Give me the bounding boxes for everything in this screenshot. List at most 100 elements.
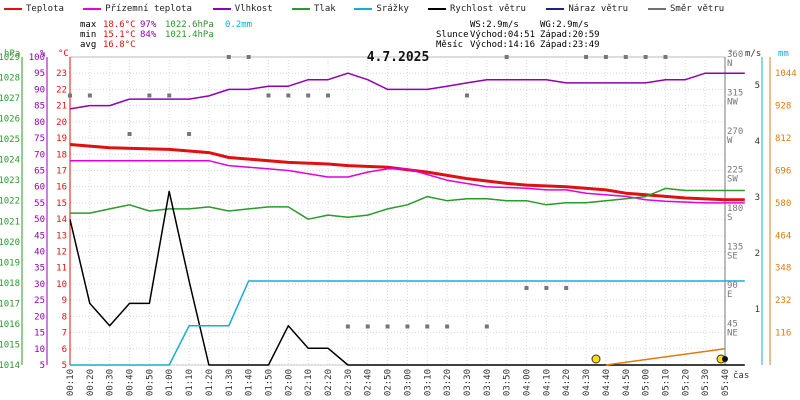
tick-label-x: 04:40 <box>602 369 612 396</box>
stat-min-press: 1021.4hPa <box>165 30 214 40</box>
tick-label-x: 00:10 <box>66 369 76 396</box>
weather-chart: hPa% °C ° m/s mmčas1014101510161017101810191… <box>0 0 800 400</box>
wind-dir-point <box>525 286 529 290</box>
series-line-rychlost-v-tru <box>70 191 745 365</box>
tick-label-ms: 4 <box>755 137 760 147</box>
tick-label-mm: 696 <box>775 166 791 176</box>
marker-dot <box>722 356 728 362</box>
stat-avg-label: avg <box>80 40 96 50</box>
sun-label: Slunce <box>436 30 469 40</box>
tick-label-x: 02:50 <box>384 369 394 396</box>
tick-label-temp: 9 <box>62 296 67 306</box>
tick-label-x: 03:00 <box>403 369 413 396</box>
legend-swatch <box>354 8 372 10</box>
legend-label: Srážky <box>376 4 409 14</box>
stat-avg-temp: 16.8°C <box>103 40 136 50</box>
tick-label-mm: 1044 <box>775 69 797 79</box>
legend-swatch <box>213 8 231 10</box>
series-line-teplota <box>70 145 745 200</box>
tick-label-x: 04:30 <box>582 369 592 396</box>
wind-dir-point <box>544 286 548 290</box>
tick-label-hpa: 1023 <box>0 176 20 186</box>
tick-label-hpa: 1019 <box>0 258 20 268</box>
wind-dir-point <box>485 325 489 329</box>
tick-label-hpa: 1022 <box>0 197 20 207</box>
wind-dir-point <box>68 94 72 98</box>
stat-max-temp: 18.6°C <box>103 20 136 30</box>
tick-label-pct: 15 <box>34 329 45 339</box>
tick-label-temp: 19 <box>56 134 67 144</box>
tick-label-pct: 10 <box>34 345 45 355</box>
wind-dir-point <box>663 55 667 59</box>
tick-label-x: 05:00 <box>642 369 652 396</box>
legend-swatch <box>546 8 564 10</box>
tick-label-pct: 5 <box>40 361 45 371</box>
wind-dir-point <box>88 94 92 98</box>
tick-label-pct: 85 <box>34 102 45 112</box>
tick-label-hpa: 1024 <box>0 156 20 166</box>
tick-label-ms: 2 <box>755 249 760 259</box>
tick-label-pct: 80 <box>34 118 45 128</box>
tick-label-x: 02:30 <box>344 369 354 396</box>
wind-dir-point <box>286 94 290 98</box>
tick-label-temp: 6 <box>62 345 67 355</box>
wind-speed-info: WS:2.9m/s <box>470 20 519 30</box>
legend-swatch <box>648 8 666 10</box>
tick-label-ms: 5 <box>755 81 760 91</box>
tick-label-x: 01:20 <box>205 369 215 396</box>
tick-label-temp: 18 <box>56 150 67 160</box>
tick-label-hpa: 1021 <box>0 217 20 227</box>
tick-label-temp: 11 <box>56 264 67 274</box>
tick-label-temp: 16 <box>56 183 67 193</box>
tick-label-pct: 45 <box>34 231 45 241</box>
wind-dir-point <box>326 94 330 98</box>
tick-label-temp: 8 <box>62 312 67 322</box>
legend-swatch <box>4 8 22 10</box>
tick-label-dir-name: E <box>727 290 732 300</box>
tick-label-x: 00:40 <box>126 369 136 396</box>
tick-label-pct: 90 <box>34 85 45 95</box>
stat-max-hum: 97% <box>140 20 156 30</box>
tick-label-temp: 15 <box>56 199 67 209</box>
tick-label-pct: 50 <box>34 215 45 225</box>
stat-min-temp: 15.1°C <box>103 30 136 40</box>
legend-label: Tlak <box>314 4 336 14</box>
marker-sun <box>592 355 600 363</box>
tick-label-dir-name: SW <box>727 175 738 185</box>
tick-label-hpa: 1029 <box>0 53 20 63</box>
wind-dir-point <box>346 325 350 329</box>
legend-item: Přízemní teplota <box>83 4 192 14</box>
tick-label-hpa: 1025 <box>0 135 20 145</box>
tick-label-hpa: 1028 <box>0 74 20 84</box>
tick-label-pct: 70 <box>34 150 45 160</box>
tick-label-hpa: 1027 <box>0 94 20 104</box>
tick-label-hpa: 1016 <box>0 320 20 330</box>
tick-label-x: 02:00 <box>284 369 294 396</box>
tick-label-temp: 12 <box>56 248 67 258</box>
tick-label-temp: 13 <box>56 231 67 241</box>
legend-label: Vlhkost <box>235 4 273 14</box>
wind-dir-point <box>624 55 628 59</box>
series-line-sr-ky <box>70 281 745 365</box>
chart-title: 4.7.2025 <box>367 50 430 65</box>
tick-label-mm: 928 <box>775 102 791 112</box>
wind-dir-point <box>644 55 648 59</box>
legend-item: Vlhkost <box>213 4 273 14</box>
tick-label-temp: 7 <box>62 329 67 339</box>
tick-label-x: 01:40 <box>245 369 255 396</box>
tick-label-x: 00:20 <box>86 369 96 396</box>
wind-dir-point <box>405 325 409 329</box>
tick-label-pct: 95 <box>34 69 45 79</box>
wind-dir-point <box>465 94 469 98</box>
tick-label-pct: 55 <box>34 199 45 209</box>
tick-label-temp: 10 <box>56 280 67 290</box>
tick-label-dir-name: W <box>727 136 733 146</box>
axis-unit-cas: čas <box>733 370 749 381</box>
wind-dir-point <box>147 94 151 98</box>
tick-label-x: 01:30 <box>225 369 235 396</box>
tick-label-x: 00:50 <box>145 369 155 396</box>
sunset-time: Západ:20:59 <box>540 30 600 40</box>
legend-item: Teplota <box>4 4 64 14</box>
wind-dir-point <box>505 55 509 59</box>
tick-label-mm: 580 <box>775 199 791 209</box>
